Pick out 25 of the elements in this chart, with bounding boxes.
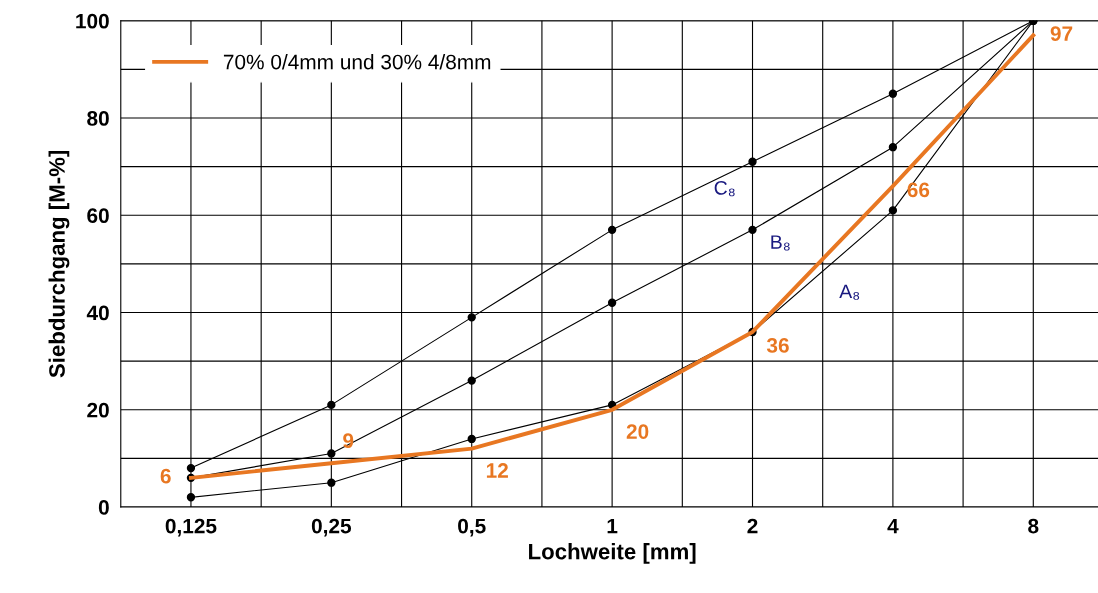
x-tick-label: 2 bbox=[747, 518, 758, 534]
series-label: A₈ bbox=[839, 284, 860, 300]
legend-label: 70% 0/4mm und 30% 4/8mm bbox=[223, 54, 491, 70]
x-tick-label: 4 bbox=[887, 518, 899, 534]
data-label: 66 bbox=[907, 182, 930, 198]
data-label: 97 bbox=[1050, 26, 1073, 41]
x-tick-label: 0,25 bbox=[311, 518, 352, 537]
x-tick-label: 0,125 bbox=[165, 518, 217, 537]
y-axis-title: Siebdurchgang [M-%] bbox=[48, 150, 70, 378]
x-tick-label: 0,5 bbox=[458, 518, 486, 537]
series-label: B₈ bbox=[771, 235, 790, 251]
y-tick-label: 60 bbox=[87, 208, 109, 224]
y-tick-label: 20 bbox=[87, 402, 109, 418]
data-label: 6 bbox=[160, 468, 171, 484]
y-tick-label: 80 bbox=[87, 111, 109, 126]
y-tick-label: 100 bbox=[76, 13, 109, 29]
y-tick-label: 40 bbox=[86, 305, 109, 321]
data-label: 20 bbox=[626, 424, 649, 439]
series-label: C₈ bbox=[714, 181, 735, 197]
x-tick-label: 1 bbox=[607, 518, 618, 534]
x-axis-title: Lochweite [mm] bbox=[529, 543, 696, 564]
data-label: 12 bbox=[486, 463, 508, 478]
data-label: 36 bbox=[766, 338, 789, 353]
y-tick-label: 0 bbox=[98, 500, 109, 515]
x-tick-label: 8 bbox=[1028, 518, 1039, 534]
